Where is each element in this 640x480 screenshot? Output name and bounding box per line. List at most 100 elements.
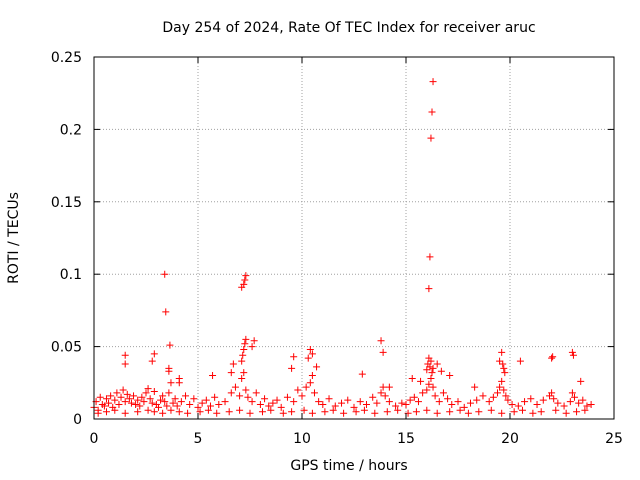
data-point [267, 406, 275, 414]
data-point [248, 343, 256, 351]
data-point [426, 253, 434, 261]
data-point [227, 389, 235, 397]
data-point [423, 366, 431, 374]
data-point [242, 386, 250, 394]
data-point [150, 387, 158, 395]
data-point [552, 406, 560, 414]
data-point [454, 398, 462, 406]
data-point [142, 389, 150, 397]
data-point [283, 393, 291, 401]
data-point [373, 399, 381, 407]
data-point [494, 389, 502, 397]
data-point [290, 353, 298, 361]
data-point [302, 383, 310, 391]
data-point [350, 403, 358, 411]
data-point [428, 369, 436, 377]
data-point [121, 360, 129, 368]
data-point [154, 403, 162, 411]
data-point [429, 383, 437, 391]
data-point [138, 393, 146, 401]
data-point [258, 408, 266, 416]
data-point [429, 78, 437, 86]
data-point [496, 357, 504, 365]
data-point [369, 393, 377, 401]
data-point [163, 402, 171, 410]
data-points [90, 78, 595, 417]
data-point [504, 396, 512, 404]
data-point [560, 402, 568, 410]
data-point [265, 402, 273, 410]
data-point [146, 395, 154, 403]
data-point [325, 395, 333, 403]
data-point [242, 335, 250, 343]
data-point [94, 409, 102, 417]
data-point [186, 401, 194, 409]
data-point [150, 408, 158, 416]
data-point [261, 395, 269, 403]
data-point [121, 398, 129, 406]
data-point [279, 409, 287, 417]
data-point [502, 392, 510, 400]
data-point [371, 409, 379, 417]
data-point [166, 341, 174, 349]
data-point [252, 389, 260, 397]
chart-title: Day 254 of 2024, Rate Of TEC Index for r… [162, 20, 535, 36]
data-point [498, 377, 506, 385]
data-point [435, 398, 443, 406]
data-point [319, 401, 327, 409]
data-point [554, 399, 562, 407]
data-point [498, 409, 506, 417]
data-point [423, 386, 431, 394]
data-point [242, 272, 250, 280]
data-point [313, 363, 321, 371]
data-point [499, 360, 507, 368]
data-point [437, 367, 445, 375]
data-point [414, 398, 422, 406]
data-point [306, 379, 314, 387]
data-point [211, 393, 219, 401]
data-point [308, 409, 316, 417]
data-point [425, 380, 433, 388]
data-point [475, 408, 483, 416]
data-point [360, 406, 368, 414]
data-point [446, 372, 454, 380]
y-tick-label: 0.1 [60, 267, 82, 283]
data-point [500, 364, 508, 372]
data-point [429, 364, 437, 372]
data-point [340, 409, 348, 417]
data-point [583, 402, 591, 410]
data-point [394, 406, 402, 414]
data-point [240, 369, 248, 377]
data-point [304, 354, 312, 362]
data-point [521, 398, 529, 406]
data-point [310, 389, 318, 397]
data-point [425, 285, 433, 293]
data-point [446, 408, 454, 416]
data-point [227, 369, 235, 377]
data-point [529, 409, 537, 417]
data-point [358, 370, 366, 378]
data-point [587, 401, 595, 409]
data-point [136, 402, 144, 410]
data-point [182, 392, 190, 400]
data-point [331, 402, 339, 410]
data-point [231, 383, 239, 391]
data-point [157, 396, 165, 404]
data-point [308, 350, 316, 358]
data-point [113, 389, 121, 397]
data-point [161, 398, 169, 406]
data-point [175, 408, 183, 416]
y-tick-labels: 0 0.05 0.1 0.15 0.2 0.25 [51, 50, 82, 428]
data-point [221, 398, 229, 406]
data-point [119, 386, 127, 394]
data-point [433, 360, 441, 368]
data-point [256, 401, 264, 409]
data-point [329, 406, 337, 414]
data-point [466, 399, 474, 407]
data-point [549, 353, 557, 361]
data-point [381, 392, 389, 400]
y-axis-label: ROTI / TECUs [6, 192, 22, 284]
data-point [202, 396, 210, 404]
data-point [159, 392, 167, 400]
data-point [150, 350, 158, 358]
